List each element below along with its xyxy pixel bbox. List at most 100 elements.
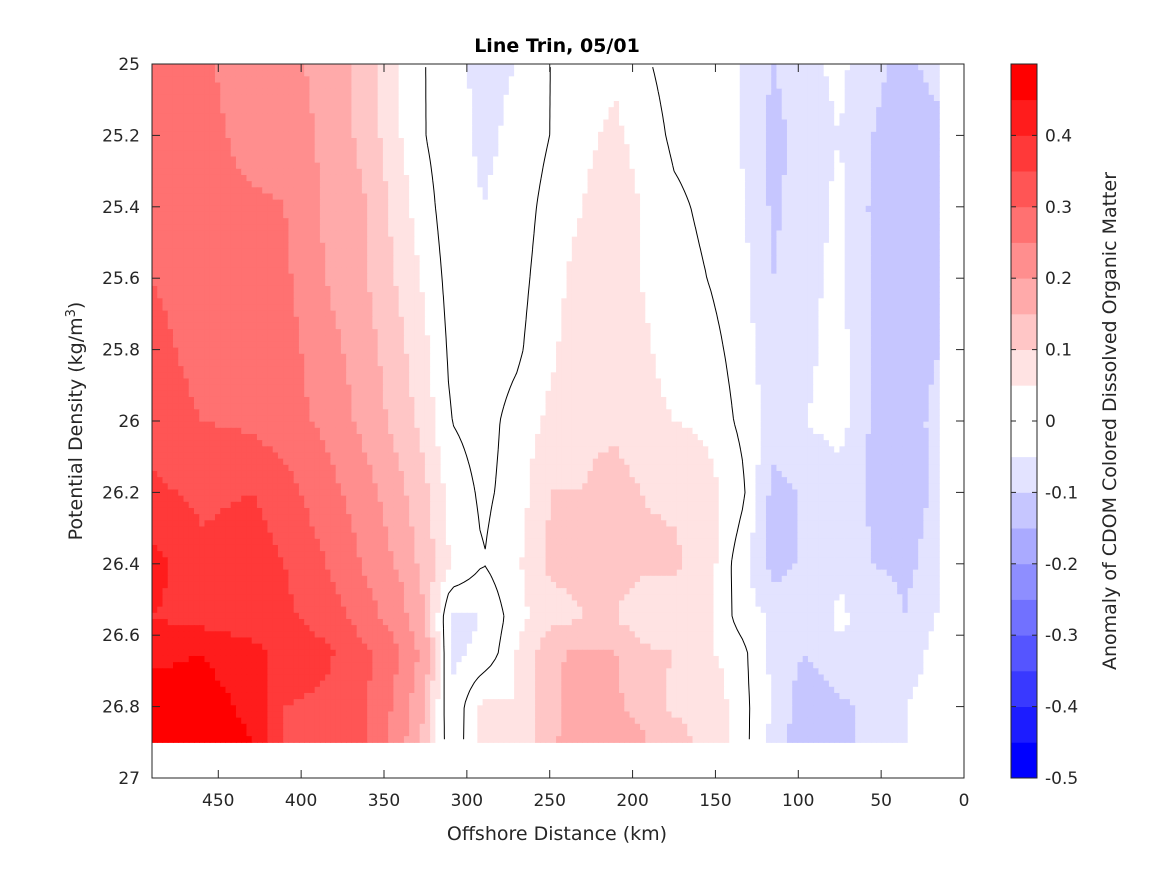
contour-cell: [172, 162, 179, 170]
contour-cell: [755, 174, 762, 182]
contour-cell: [330, 267, 337, 275]
contour-cell: [912, 150, 919, 158]
contour-cell: [440, 261, 447, 269]
contour-cell: [587, 125, 594, 133]
contour-cell: [519, 113, 526, 121]
contour-cell: [251, 193, 258, 201]
contour-cell: [472, 174, 478, 182]
contour-cell: [335, 236, 342, 244]
contour-cell: [367, 230, 373, 238]
contour-cell: [152, 168, 158, 176]
contour-cell: [461, 187, 468, 195]
contour-cell: [319, 261, 326, 269]
contour-cell: [918, 236, 924, 244]
contour-cell: [849, 107, 856, 114]
contour-cell: [592, 230, 599, 238]
contour-cell: [923, 218, 930, 225]
contour-cell: [304, 242, 311, 250]
contour-cell: [765, 113, 772, 121]
contour-cell: [199, 181, 206, 188]
contour-cell: [319, 138, 326, 145]
contour-cell: [828, 113, 835, 121]
contour-cell: [424, 218, 431, 225]
contour-cell: [451, 162, 457, 170]
contour-cell: [493, 187, 499, 195]
contour-cell: [262, 230, 269, 238]
contour-cell: [256, 70, 263, 77]
contour-cell: [277, 248, 284, 256]
contour-cell: [503, 230, 510, 238]
contour-cell: [152, 205, 158, 213]
contour-cell: [540, 64, 547, 71]
contour-cell: [529, 181, 536, 188]
contour-cell: [487, 199, 494, 207]
contour-cell: [902, 119, 909, 127]
contour-cell: [214, 248, 221, 256]
contour-cell: [382, 113, 389, 121]
contour-cell: [288, 162, 295, 170]
contour-cell: [235, 230, 242, 238]
contour-cell: [818, 248, 825, 256]
contour-cell: [466, 150, 473, 158]
contour-cell: [304, 119, 311, 127]
contour-cell: [188, 168, 195, 176]
contour-cell: [430, 261, 436, 269]
contour-cell: [886, 168, 893, 176]
contour-cell: [157, 193, 164, 201]
contour-cell: [152, 88, 158, 96]
contour-cell: [865, 261, 872, 269]
contour-cell: [797, 88, 804, 96]
contour-cell: [256, 242, 263, 250]
contour-cell: [818, 174, 825, 182]
contour-cell: [865, 174, 872, 182]
contour-cell: [640, 205, 646, 213]
contour-cell: [718, 70, 725, 77]
contour-cell: [230, 261, 237, 269]
contour-cell: [802, 113, 809, 121]
contour-cell: [430, 168, 436, 176]
contour-cell: [566, 181, 573, 188]
contour-cell: [351, 144, 358, 151]
contour-cell: [393, 94, 400, 102]
contour-cell: [739, 224, 746, 232]
contour-cell: [393, 248, 400, 256]
contour-cell: [603, 248, 610, 256]
contour-cell: [498, 218, 505, 225]
contour-cell: [692, 168, 699, 176]
contour-cell: [262, 150, 269, 158]
contour-cell: [682, 113, 688, 121]
contour-cell: [729, 70, 736, 77]
contour-cell: [645, 187, 652, 195]
contour-cell: [503, 193, 510, 201]
contour-cell: [771, 70, 778, 77]
contour-cell: [613, 261, 620, 269]
contour-cell: [424, 76, 431, 84]
contour-cell: [440, 82, 447, 90]
contour-cell: [157, 230, 164, 238]
contour-cell: [598, 94, 604, 102]
contour-cell: [372, 113, 379, 121]
contour-cell: [577, 230, 583, 238]
contour-cell: [723, 181, 730, 188]
contour-cell: [797, 174, 804, 182]
contour-cell: [225, 150, 232, 158]
contour-cell: [907, 187, 914, 195]
contour-cell: [881, 70, 888, 77]
contour-cell: [912, 187, 919, 195]
contour-cell: [634, 125, 641, 133]
contour-cell: [152, 64, 158, 71]
contour-cell: [351, 131, 358, 139]
contour-cell: [807, 144, 814, 151]
contour-cell: [886, 125, 893, 133]
contour-cell: [435, 218, 442, 225]
contour-cell: [828, 255, 835, 262]
contour-cell: [865, 187, 872, 195]
contour-cell: [708, 94, 715, 102]
contour-cell: [508, 64, 515, 71]
contour-cell: [566, 156, 573, 164]
contour-cell: [577, 168, 583, 176]
contour-cell: [703, 125, 709, 133]
contour-cell: [346, 193, 353, 201]
contour-cell: [708, 156, 715, 164]
contour-cell: [388, 64, 394, 71]
